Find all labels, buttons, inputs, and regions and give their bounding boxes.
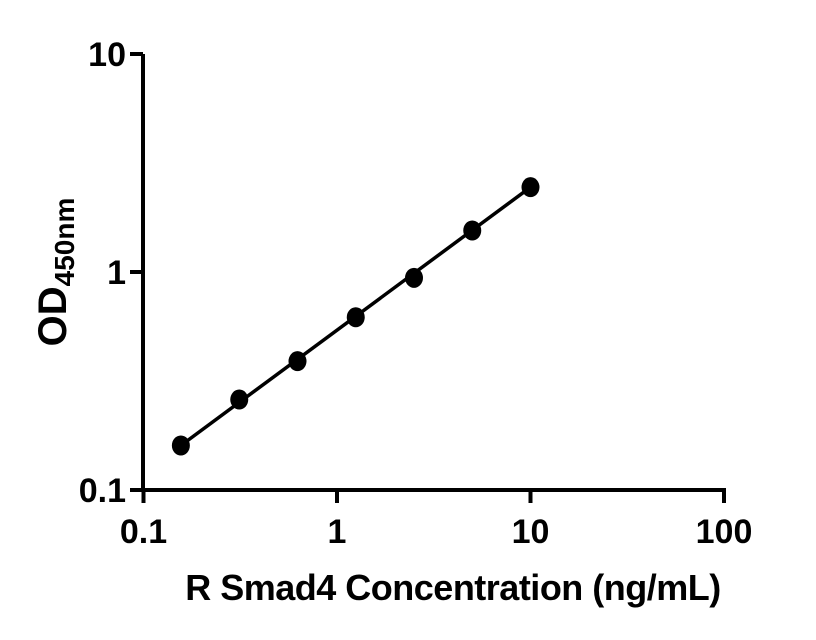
y-tick-label-0.1: 0.1: [79, 472, 126, 510]
y-axis-title: OD450nm: [31, 198, 80, 347]
data-point-5: [463, 220, 482, 241]
y-tick-label-1: 1: [107, 254, 126, 292]
x-axis-title: R Smad4 Concentration (ng/mL): [185, 567, 721, 608]
y-tick-label-10: 10: [88, 36, 126, 74]
x-tick-label-10: 10: [512, 513, 550, 551]
y-axis-title-subscript: 450nm: [49, 198, 80, 287]
y-axis-title-main: OD: [31, 286, 75, 346]
data-point-6: [521, 177, 540, 198]
data-point-3: [346, 307, 365, 328]
data-point-4: [405, 267, 424, 288]
tick-labels: 0.1 1 10 100 10 1 0.1: [79, 36, 753, 551]
x-tick-label-100: 100: [696, 513, 753, 551]
data-point-0: [171, 435, 190, 456]
axes: [130, 52, 726, 503]
data-layer: [171, 177, 540, 456]
data-point-2: [288, 351, 307, 372]
x-tick-label-1: 1: [328, 513, 347, 551]
data-point-1: [230, 389, 249, 410]
x-tick-label-0.1: 0.1: [120, 513, 167, 551]
